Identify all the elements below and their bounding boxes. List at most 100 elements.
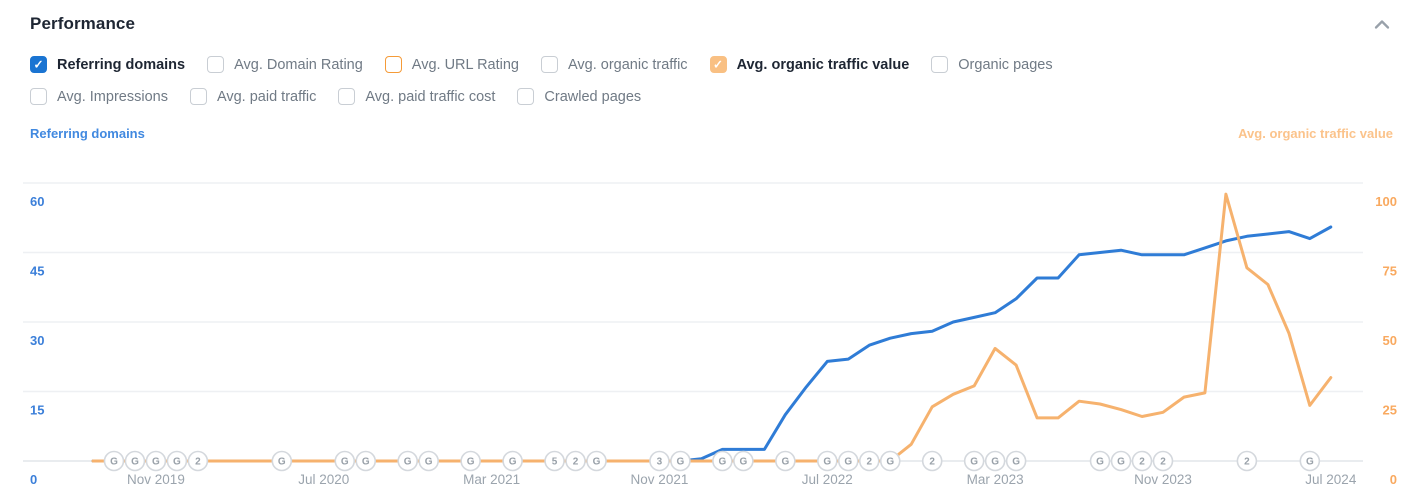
badge-circle: [187, 450, 209, 472]
x-axis-tick-label: Jul 2022: [802, 472, 853, 487]
google-update-badge[interactable]: 5: [544, 450, 565, 472]
google-update-badge[interactable]: G: [334, 450, 356, 472]
google-update-badge[interactable]: G: [145, 450, 167, 472]
google-update-badge[interactable]: G: [502, 450, 523, 472]
metric-toggle-label: Avg. paid traffic: [216, 88, 317, 105]
metric-toggle-label: Avg. Domain Rating: [234, 56, 363, 73]
badge-circle: [879, 450, 901, 472]
google-update-badge[interactable]: G: [586, 450, 607, 472]
google-update-badge[interactable]: 2: [858, 450, 880, 472]
metric-toggle-avg-paid-traffic[interactable]: Avg. paid traffic: [189, 88, 317, 105]
google-update-badge[interactable]: G: [816, 450, 838, 472]
panel-header: Performance: [0, 0, 1423, 34]
badge-circle: [858, 450, 880, 472]
google-update-badge[interactable]: G: [1299, 450, 1321, 472]
right-axis-tick-label: 75: [1383, 264, 1397, 279]
collapse-button[interactable]: [1369, 15, 1395, 34]
metric-toggle-avg-domain-rating[interactable]: Avg. Domain Rating: [207, 56, 363, 73]
badge-label: G: [362, 457, 370, 468]
badge-label: G: [1096, 457, 1104, 468]
badge-label: 2: [866, 457, 872, 468]
google-update-badge[interactable]: G: [418, 450, 439, 472]
metric-toggles-row-2: Avg. Impressions Avg. paid traffic Avg. pa…: [30, 88, 1423, 105]
checkbox-avg-impressions[interactable]: [30, 88, 47, 105]
google-update-badge[interactable]: G: [1089, 450, 1111, 472]
google-update-badge[interactable]: 2: [1131, 450, 1153, 472]
checkbox-avg-paid-traffic[interactable]: [189, 88, 207, 105]
badge-circle: [145, 450, 167, 472]
badge-label: 2: [1244, 457, 1250, 468]
left-axis-tick-label: 45: [30, 264, 44, 279]
metric-toggle-avg-url-rating[interactable]: Avg. URL Rating: [384, 56, 519, 73]
badge-circle: [649, 450, 670, 472]
google-update-badge[interactable]: G: [670, 450, 691, 472]
google-update-badge[interactable]: G: [733, 450, 754, 472]
checkbox-avg-url-rating[interactable]: [384, 56, 402, 73]
google-update-badge[interactable]: 2: [921, 450, 943, 472]
google-update-badge[interactable]: G: [775, 450, 796, 472]
google-update-badge[interactable]: G: [1005, 450, 1027, 472]
metric-toggle-label: Organic pages: [958, 56, 1053, 73]
badge-label: G: [509, 457, 517, 468]
metric-toggle-label: Avg. Impressions: [57, 88, 168, 105]
metric-toggle-label: Avg. organic traffic value: [736, 56, 910, 73]
google-update-badge[interactable]: G: [879, 450, 901, 472]
checkbox-checked-avg-organic-traffic-value[interactable]: ✓: [709, 56, 727, 73]
google-update-badge[interactable]: G: [124, 450, 146, 472]
avg-organic-traffic-value-line: [91, 192, 1333, 463]
metric-toggle-label: Avg. paid traffic cost: [365, 88, 496, 105]
metric-toggle-avg-paid-traffic-cost[interactable]: Avg. paid traffic cost: [338, 88, 495, 105]
checkbox-avg-paid-traffic-cost[interactable]: [338, 88, 356, 105]
badge-label: 5: [552, 457, 558, 468]
badge-circle: [1110, 450, 1132, 472]
google-update-badge[interactable]: G: [271, 450, 293, 472]
axis-titles: Referring domains Avg. organic traffic v…: [0, 126, 1423, 141]
google-update-badge[interactable]: G: [397, 450, 419, 472]
badge-circle: [984, 450, 1006, 472]
right-axis-tick-label: 25: [1383, 403, 1397, 418]
metric-toggle-crawled-pages[interactable]: Crawled pages: [517, 88, 641, 105]
google-update-badge[interactable]: G: [712, 450, 733, 472]
metric-toggle-avg-impressions[interactable]: Avg. Impressions: [30, 88, 168, 105]
right-axis-title: Avg. organic traffic value: [1238, 126, 1393, 141]
metric-toggle-referring-domains[interactable]: ✓ Referring domains: [30, 56, 185, 73]
badge-circle: [816, 450, 838, 472]
google-update-badge[interactable]: G: [984, 450, 1006, 472]
google-update-badge[interactable]: 3: [649, 450, 670, 472]
badge-label: G: [823, 457, 831, 468]
badge-label: G: [404, 457, 412, 468]
x-axis-tick-label: Mar 2021: [463, 472, 520, 487]
chevron-up-icon: [1374, 19, 1390, 29]
badge-label: G: [467, 457, 475, 468]
badge-circle: [1236, 450, 1258, 472]
checkbox-avg-organic-traffic[interactable]: [541, 56, 558, 73]
metric-toggle-label: Crawled pages: [544, 88, 642, 105]
badge-label: G: [110, 457, 118, 468]
checkbox-checked-referring-domains[interactable]: ✓: [30, 56, 47, 73]
google-update-badge[interactable]: G: [837, 450, 859, 472]
badge-circle: [271, 450, 293, 472]
badge-circle: [775, 450, 796, 472]
google-update-badge[interactable]: 2: [565, 450, 586, 472]
google-update-badge[interactable]: 2: [187, 450, 209, 472]
google-update-badge[interactable]: G: [166, 450, 188, 472]
checkbox-crawled-pages[interactable]: [517, 88, 535, 105]
google-update-badge[interactable]: G: [1110, 450, 1132, 472]
google-update-badge[interactable]: 2: [1152, 450, 1174, 472]
badge-circle: [397, 450, 419, 472]
metric-toggle-avg-organic-traffic-value[interactable]: ✓ Avg. organic traffic value: [709, 56, 910, 73]
x-axis-tick-label: Jul 2020: [298, 472, 349, 487]
badge-circle: [1005, 450, 1027, 472]
metric-toggle-organic-pages[interactable]: Organic pages: [931, 56, 1053, 73]
metric-toggle-avg-organic-traffic[interactable]: Avg. organic traffic: [541, 56, 688, 73]
performance-chart: 0 0 15 25 30 50 45 75 60 100 Nov 2019 Jul 2020 Mar 2…: [0, 170, 1423, 500]
checkbox-avg-domain-rating[interactable]: [207, 56, 225, 73]
google-update-badge[interactable]: G: [963, 450, 985, 472]
google-update-badge[interactable]: G: [103, 450, 125, 472]
google-update-badge[interactable]: G: [355, 450, 377, 472]
google-update-badge[interactable]: 2: [1236, 450, 1258, 472]
x-axis-tick-label: Nov 2023: [1134, 472, 1192, 487]
checkbox-organic-pages[interactable]: [931, 56, 949, 73]
google-update-badge[interactable]: G: [460, 450, 481, 472]
